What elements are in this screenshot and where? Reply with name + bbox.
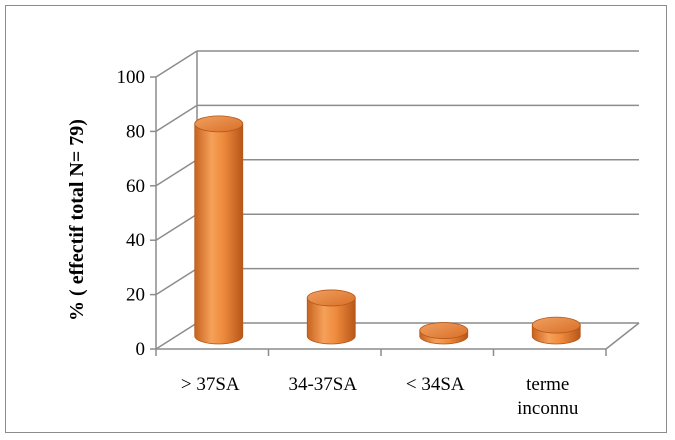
x-category-label: inconnu bbox=[517, 398, 579, 419]
bar-top bbox=[419, 322, 469, 339]
y-axis-label: % ( effectif total N= 79) bbox=[66, 119, 88, 321]
gridline-depth bbox=[155, 322, 198, 350]
chart-frame: 0 20 40 60 80 100 > 37SA 34-37SA < 34SA terme inc… bbox=[5, 5, 667, 433]
x-category-label: 34-37SA bbox=[288, 374, 357, 395]
bar-top bbox=[531, 316, 581, 334]
bar-top bbox=[194, 115, 244, 133]
x-category-label: < 34SA bbox=[406, 374, 465, 395]
y-tick-label: 100 bbox=[117, 67, 146, 88]
y-tick-label: 60 bbox=[126, 176, 145, 197]
bar-chart: 0 20 40 60 80 100 > 37SA 34-37SA < 34SA terme inc… bbox=[66, 50, 640, 419]
bar bbox=[531, 316, 581, 345]
x-category-label: > 37SA bbox=[181, 374, 240, 395]
gridline-depth bbox=[155, 159, 198, 187]
bar-top bbox=[306, 289, 356, 307]
x-category-label: terme bbox=[526, 374, 569, 395]
y-tick-label: 20 bbox=[126, 285, 145, 306]
x-axis-categories: > 37SA 34-37SA < 34SA terme inconnu bbox=[181, 374, 579, 419]
gridline-depth bbox=[155, 50, 198, 78]
gridline-depth bbox=[155, 104, 198, 133]
bar bbox=[419, 322, 469, 345]
bar bbox=[194, 115, 244, 345]
y-tick-label: 40 bbox=[126, 230, 145, 251]
bar bbox=[306, 289, 356, 345]
floor-right-edge bbox=[605, 322, 640, 350]
gridline-depth bbox=[155, 213, 198, 241]
bars bbox=[194, 115, 581, 345]
bar-body bbox=[194, 123, 244, 345]
gridline-depth bbox=[155, 267, 198, 296]
y-tick-label: 80 bbox=[126, 121, 145, 142]
y-tick-label: 0 bbox=[136, 339, 146, 360]
bar-body bbox=[306, 297, 356, 345]
y-axis-ticks: 0 20 40 60 80 100 bbox=[117, 67, 146, 360]
